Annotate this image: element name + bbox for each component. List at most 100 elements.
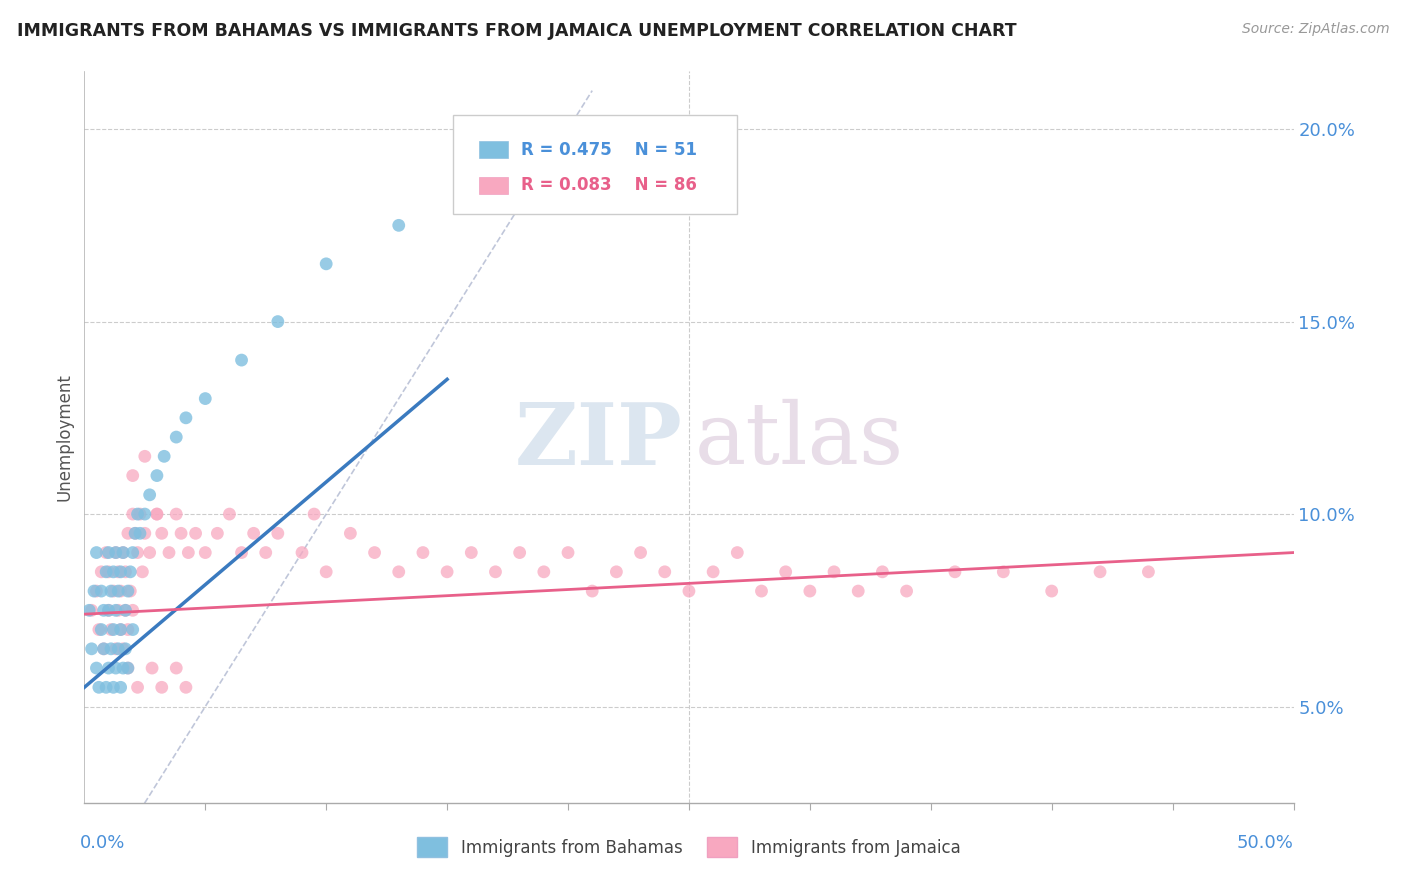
Point	[302, 507, 325, 521]
Point	[412, 545, 434, 559]
Point	[702, 565, 724, 579]
Point	[127, 545, 149, 559]
Point	[581, 584, 603, 599]
Point	[174, 681, 197, 695]
Point	[114, 603, 136, 617]
Point	[725, 545, 748, 559]
Point	[388, 565, 411, 579]
Point	[630, 545, 652, 559]
Point	[194, 392, 217, 406]
Point	[127, 507, 149, 521]
Point	[170, 526, 193, 541]
Point	[100, 623, 122, 637]
Point	[110, 565, 132, 579]
Point	[97, 661, 120, 675]
Point	[267, 315, 290, 329]
Point	[94, 545, 117, 559]
Point	[107, 584, 129, 599]
FancyBboxPatch shape	[478, 141, 508, 159]
Point	[117, 526, 139, 541]
Point	[110, 681, 132, 695]
Point	[110, 584, 132, 599]
Point	[150, 526, 173, 541]
Point	[165, 507, 187, 521]
Point	[1137, 565, 1160, 579]
Text: Source: ZipAtlas.com: Source: ZipAtlas.com	[1241, 22, 1389, 37]
Point	[436, 565, 458, 579]
Point	[150, 681, 173, 695]
Text: 0.0%: 0.0%	[80, 834, 125, 852]
Point	[124, 526, 146, 541]
Point	[207, 526, 229, 541]
Point	[80, 603, 103, 617]
Point	[114, 603, 136, 617]
Point	[315, 565, 337, 579]
Point	[363, 545, 385, 559]
Point	[121, 468, 143, 483]
Point	[112, 545, 135, 559]
Point	[112, 545, 135, 559]
Point	[97, 603, 120, 617]
Point	[104, 545, 127, 559]
Point	[153, 450, 176, 464]
Point	[103, 584, 125, 599]
Point	[104, 661, 127, 675]
Point	[127, 681, 149, 695]
Y-axis label: Unemployment: Unemployment	[55, 373, 73, 501]
Point	[121, 623, 143, 637]
Point	[242, 526, 264, 541]
FancyBboxPatch shape	[453, 115, 737, 214]
Point	[124, 526, 146, 541]
Point	[93, 603, 115, 617]
Point	[90, 623, 112, 637]
Point	[90, 565, 112, 579]
Point	[86, 545, 108, 559]
Point	[112, 661, 135, 675]
Point	[107, 603, 129, 617]
Point	[751, 584, 773, 599]
Point	[104, 603, 127, 617]
Point	[87, 681, 110, 695]
Point	[138, 545, 160, 559]
Point	[1040, 584, 1063, 599]
Point	[165, 661, 187, 675]
Text: R = 0.083    N = 86: R = 0.083 N = 86	[520, 177, 697, 194]
Point	[93, 641, 115, 656]
Point	[121, 603, 143, 617]
Point	[121, 545, 143, 559]
Point	[339, 526, 361, 541]
Point	[484, 565, 506, 579]
Point	[110, 623, 132, 637]
Point	[165, 430, 187, 444]
Point	[120, 584, 142, 599]
Point	[291, 545, 314, 559]
Text: 50.0%: 50.0%	[1237, 834, 1294, 852]
Point	[97, 545, 120, 559]
Point	[134, 450, 156, 464]
Point	[654, 565, 676, 579]
Point	[509, 545, 531, 559]
Point	[605, 565, 627, 579]
Point	[117, 584, 139, 599]
Point	[117, 661, 139, 675]
Point	[86, 661, 108, 675]
Point	[120, 565, 142, 579]
Point	[943, 565, 966, 579]
Point	[77, 603, 100, 617]
Point	[100, 584, 122, 599]
Point	[141, 661, 163, 675]
Point	[86, 584, 108, 599]
Point	[993, 565, 1015, 579]
Point	[117, 661, 139, 675]
Text: ZIP: ZIP	[515, 399, 683, 483]
Point	[94, 681, 117, 695]
Point	[157, 545, 180, 559]
Point	[129, 507, 152, 521]
Point	[117, 623, 139, 637]
Point	[103, 623, 125, 637]
Point	[533, 565, 555, 579]
Point	[97, 603, 120, 617]
Point	[146, 468, 169, 483]
Point	[460, 545, 482, 559]
Point	[129, 526, 152, 541]
